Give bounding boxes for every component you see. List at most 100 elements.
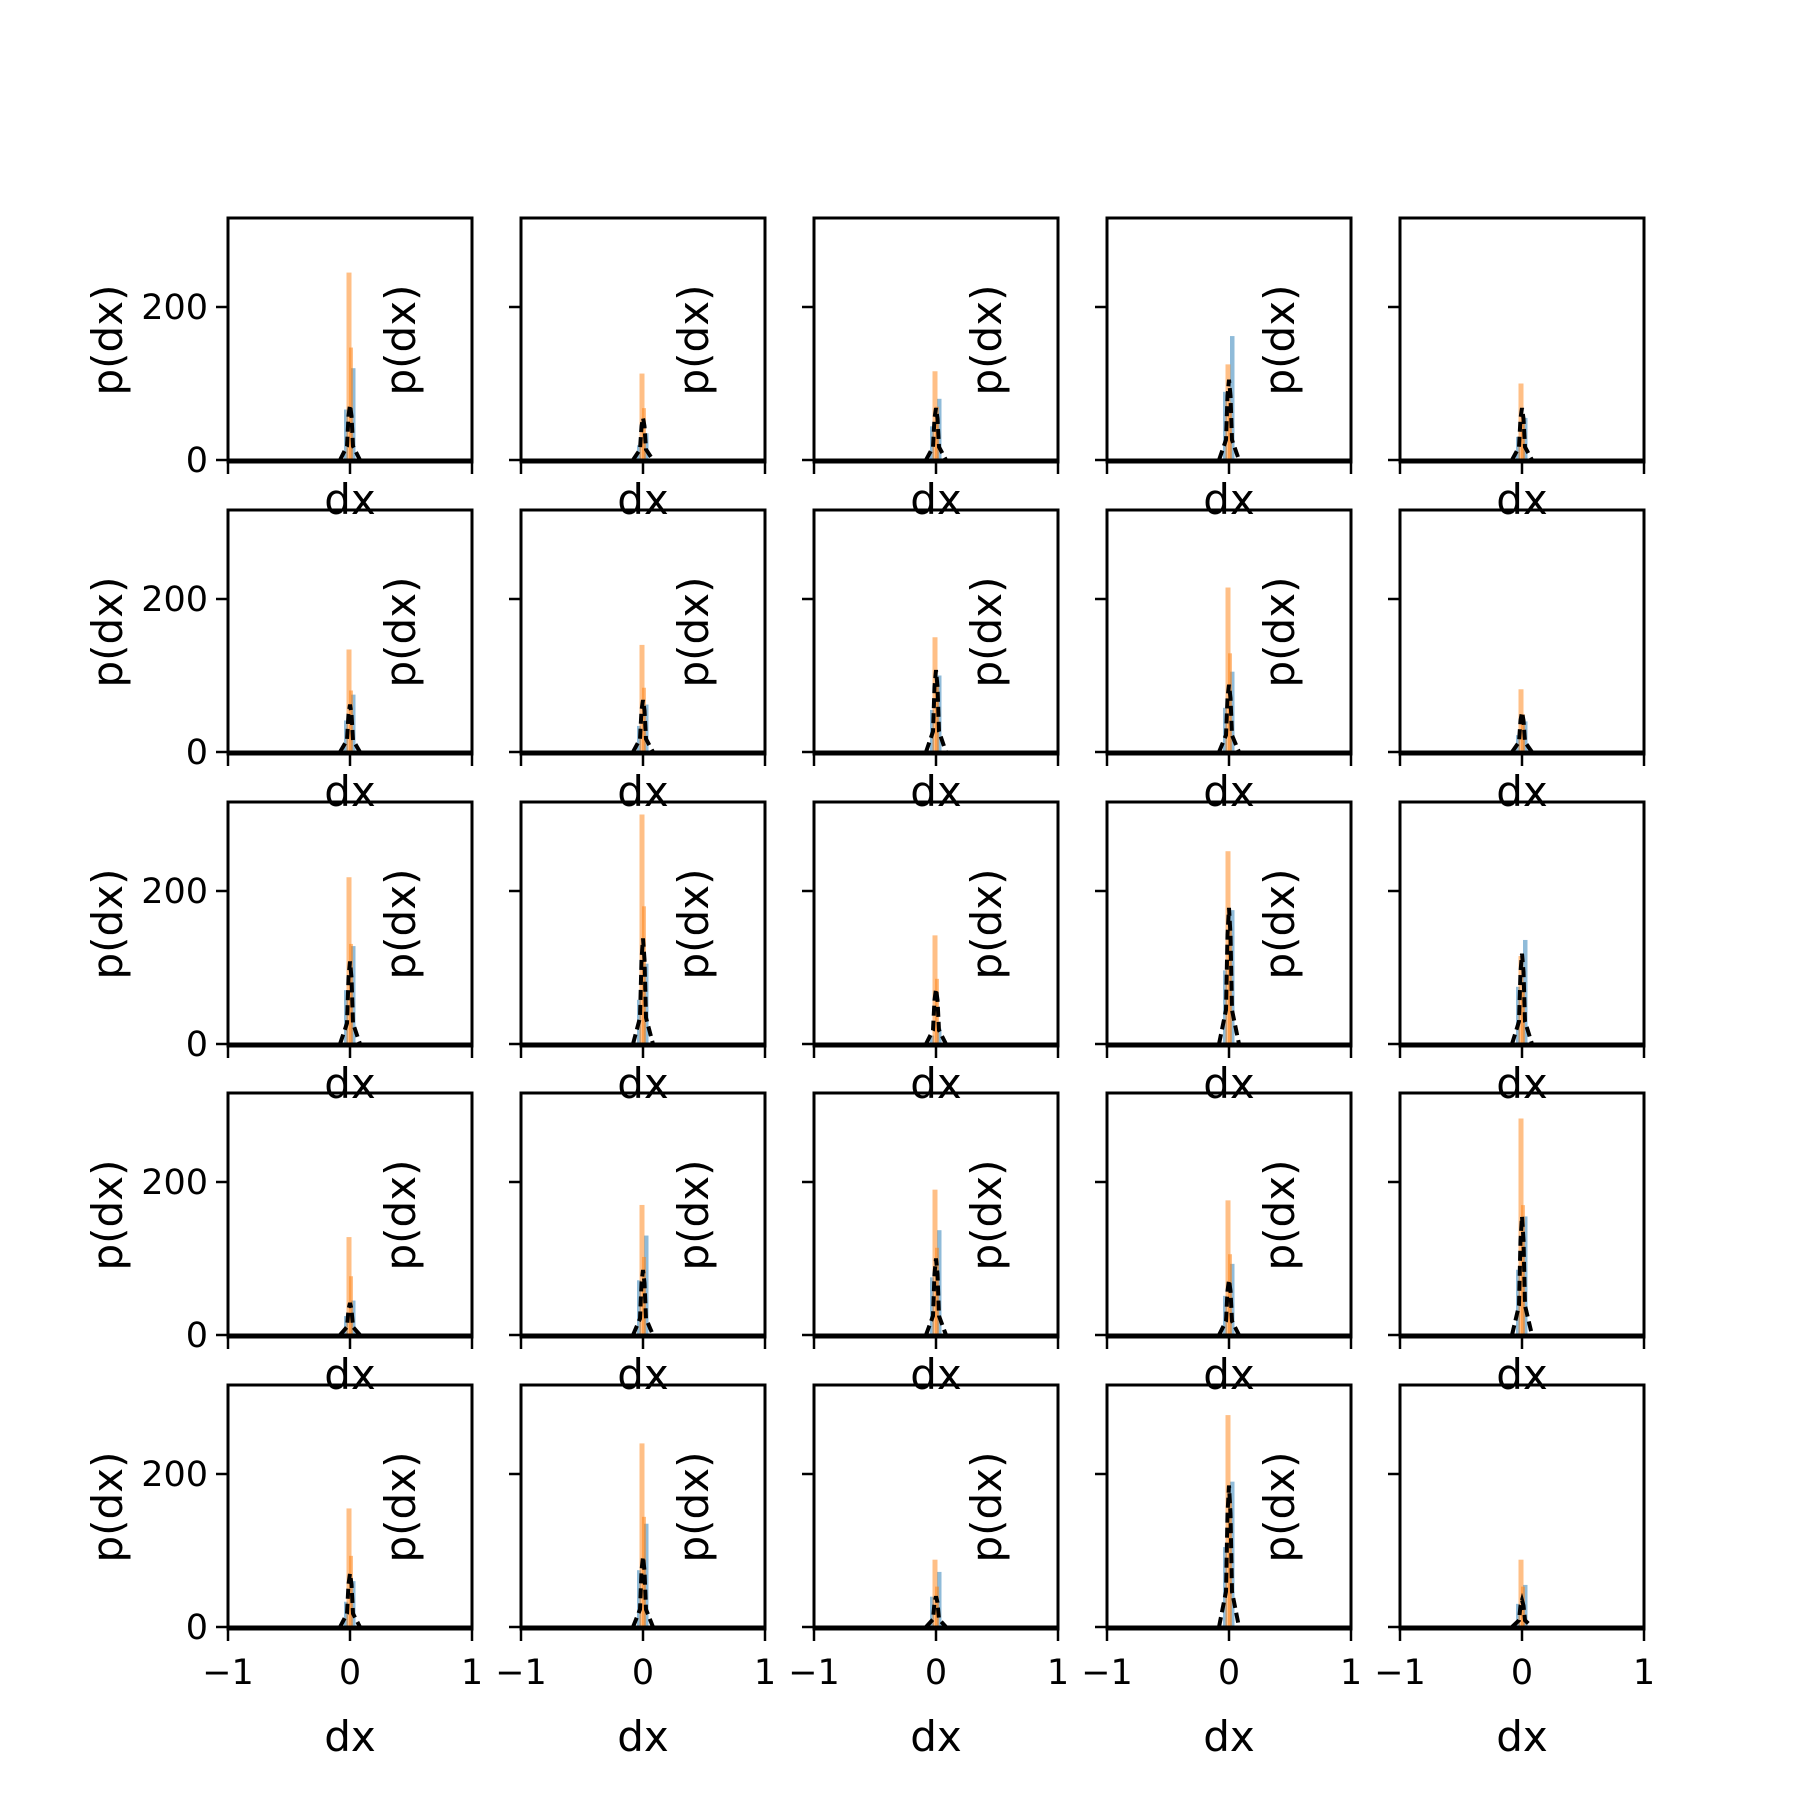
x-axis-label: dx xyxy=(1203,1059,1255,1108)
histogram-bar-series-b xyxy=(1228,402,1232,460)
x-axis-label: dx xyxy=(324,1350,376,1399)
histogram-bar-series-a xyxy=(937,1571,942,1627)
histogram-bar-series-b xyxy=(349,347,353,460)
density-curve xyxy=(631,1556,655,1628)
x-axis-label: dx xyxy=(1496,475,1548,524)
y-axis-label: p(dx) xyxy=(962,1160,1011,1271)
histogram-bar-series-a xyxy=(937,1230,942,1335)
histogram-bar-series-a xyxy=(1516,986,1520,1044)
x-axis-label: dx xyxy=(617,1350,669,1399)
x-axis-label: dx xyxy=(617,475,669,524)
x-axis-label: dx xyxy=(1203,1712,1255,1761)
x-axis-label: dx xyxy=(910,1350,962,1399)
density-curve xyxy=(631,1269,655,1336)
y-axis-label: p(dx) xyxy=(669,1160,718,1271)
y-axis-label: p(dx) xyxy=(669,285,718,396)
y-axis-label: p(dx) xyxy=(83,1160,132,1271)
y-tick-label: 0 xyxy=(186,1025,208,1065)
subplot-r4-c1: −1 0 1 dx p(dx) xyxy=(376,1383,776,1761)
x-tick-label: −1 xyxy=(1374,1653,1426,1693)
histogram-bar-series-a xyxy=(344,1601,348,1627)
y-axis-label: p(dx) xyxy=(83,285,132,396)
x-tick-label: 0 xyxy=(1218,1653,1240,1693)
density-curve xyxy=(1510,1216,1534,1336)
x-tick-label: 0 xyxy=(632,1653,654,1693)
subplot-r1-c1: dx p(dx) xyxy=(376,508,767,816)
histogram-bar-series-b xyxy=(349,1555,353,1627)
y-axis-label: p(dx) xyxy=(376,285,425,396)
y-tick-label: 200 xyxy=(141,1455,208,1495)
x-axis-label: dx xyxy=(324,1712,376,1761)
y-axis-label: p(dx) xyxy=(83,1452,132,1563)
histogram-bar-series-b xyxy=(1228,1499,1232,1627)
y-tick-label: 0 xyxy=(186,1316,208,1356)
density-curve xyxy=(1217,379,1241,461)
histogram-bar-series-a xyxy=(1516,1603,1520,1627)
density-curve xyxy=(924,988,948,1045)
y-tick-label: 200 xyxy=(141,872,208,912)
histogram-bar-series-a xyxy=(344,409,348,460)
y-axis-label: p(dx) xyxy=(962,869,1011,980)
y-tick-label: 0 xyxy=(186,441,208,481)
density-curve xyxy=(1510,1592,1534,1629)
x-tick-label: 1 xyxy=(754,1653,776,1693)
histogram-bar-series-a xyxy=(637,1570,641,1627)
y-axis-label: p(dx) xyxy=(669,1452,718,1563)
subplot-r3-c4: dx p(dx) xyxy=(1255,1091,1646,1399)
y-tick-label: 200 xyxy=(141,1163,208,1203)
subplot-r0-c4: dx p(dx) xyxy=(1255,216,1646,524)
density-curve xyxy=(338,1573,362,1628)
x-tick-label: 1 xyxy=(1340,1653,1362,1693)
subplot-r3-c3: dx p(dx) xyxy=(962,1091,1353,1399)
subplot-grid: 0200dxp(dx)dxp(dx)dxp(dx)dxp(dx)dxp(dx)0… xyxy=(83,216,1655,1761)
histogram-bar-series-a xyxy=(1230,336,1235,460)
y-axis-label: p(dx) xyxy=(376,1160,425,1271)
x-tick-label: 1 xyxy=(1047,1653,1069,1693)
x-axis-label: dx xyxy=(1496,1712,1548,1761)
x-axis-label: dx xyxy=(910,1059,962,1108)
histogram-bar-series-a xyxy=(1516,436,1520,460)
density-curve xyxy=(1217,1485,1241,1628)
subplot-r3-c0: 0 200 dx p(dx) xyxy=(83,1091,474,1399)
x-axis-label: dx xyxy=(1496,1350,1548,1399)
histogram-bar-series-a xyxy=(644,433,649,460)
histogram-bar-series-a xyxy=(351,946,356,1044)
density-curve xyxy=(1217,684,1241,753)
x-tick-label: 1 xyxy=(461,1653,483,1693)
y-axis-label: p(dx) xyxy=(669,869,718,980)
x-axis-label: dx xyxy=(1496,767,1548,816)
y-axis-label: p(dx) xyxy=(669,577,718,688)
subplot-r2-c3: dx p(dx) xyxy=(962,800,1353,1108)
y-axis-label: p(dx) xyxy=(962,577,1011,688)
density-curve xyxy=(631,417,655,462)
y-axis-label: p(dx) xyxy=(1255,1160,1304,1271)
histogram-bar-series-a xyxy=(1516,735,1520,752)
y-tick-label: 200 xyxy=(141,288,208,328)
density-curve xyxy=(924,669,948,753)
x-axis-label: dx xyxy=(324,475,376,524)
histogram-bar-series-a xyxy=(930,1035,934,1044)
x-tick-label: −1 xyxy=(495,1653,547,1693)
density-curve xyxy=(338,961,362,1045)
histogram-bar-series-a xyxy=(1223,1547,1227,1627)
subplot-r0-c2: dx p(dx) xyxy=(669,216,1060,524)
density-curve xyxy=(631,699,655,753)
histogram-bar-series-a xyxy=(344,1316,348,1335)
histogram-bar-series-a xyxy=(637,1280,641,1335)
subplot-r2-c4: dx p(dx) xyxy=(1255,800,1646,1108)
density-curve xyxy=(338,704,362,754)
histogram-bar-series-b xyxy=(935,683,939,752)
x-tick-label: −1 xyxy=(1081,1653,1133,1693)
subplot-r3-c2: dx p(dx) xyxy=(669,1091,1060,1399)
subplot-r2-c0: 0 200 dx p(dx) xyxy=(83,800,474,1108)
density-curve xyxy=(338,1302,362,1337)
subplot-r0-c1: dx p(dx) xyxy=(376,216,767,524)
x-axis-label: dx xyxy=(910,1712,962,1761)
subplot-r4-c3: −1 0 1 dx p(dx) xyxy=(962,1383,1362,1761)
y-axis-label: p(dx) xyxy=(376,1452,425,1563)
subplot-r3-c1: dx p(dx) xyxy=(376,1091,767,1399)
x-tick-label: 1 xyxy=(1633,1653,1655,1693)
density-curve xyxy=(1510,953,1534,1045)
y-axis-label: p(dx) xyxy=(1255,577,1304,688)
histogram-bar-series-a xyxy=(1523,1216,1528,1335)
